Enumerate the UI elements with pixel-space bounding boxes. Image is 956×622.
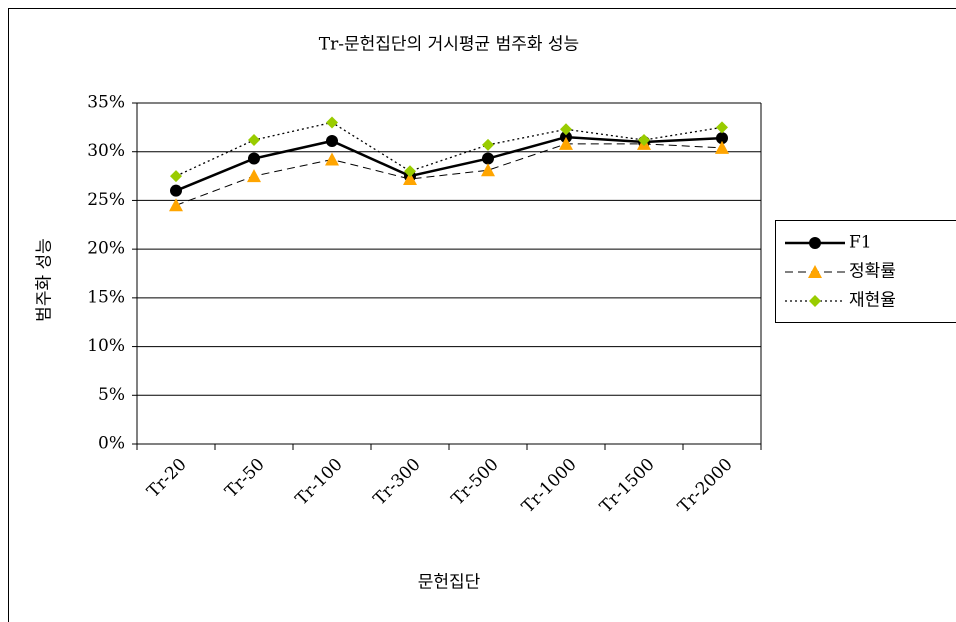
x-tick-label: Tr-300 (370, 455, 425, 510)
x-tick-label: Tr-1500 (596, 455, 659, 518)
y-tick-label: 0% (98, 434, 125, 454)
y-axis-label: 범주화 성능 (35, 238, 55, 322)
point (326, 116, 338, 129)
y-tick-label: 25% (87, 190, 125, 210)
x-tick-label: Tr-20 (143, 455, 190, 502)
series-line (175, 135, 723, 192)
point (716, 132, 728, 145)
x-tick-label: Tr-500 (448, 455, 503, 510)
y-tick-label: 20% (87, 239, 125, 259)
y-tick-label: 10% (87, 336, 125, 356)
y-tick-label: 15% (87, 287, 125, 307)
x-tick-label: Tr-100 (292, 455, 347, 510)
point (715, 140, 729, 154)
point (326, 134, 338, 147)
point (809, 295, 821, 307)
chart-frame (8, 8, 956, 622)
point (482, 138, 494, 151)
legend-label: F1 (849, 233, 872, 253)
chart-title: Tr-문헌집단의 거시평균 범주화 성능 (319, 35, 579, 55)
point (170, 184, 182, 197)
point (809, 237, 821, 249)
y-tick-label: 30% (87, 141, 125, 161)
y-tick-label: 35% (87, 93, 125, 113)
point (638, 134, 650, 147)
point (170, 170, 182, 183)
point (325, 152, 339, 166)
point (404, 165, 416, 178)
x-tick-label: Tr-2000 (674, 455, 737, 518)
point (403, 171, 417, 185)
point (481, 163, 495, 177)
x-tick-label: Tr-1000 (518, 455, 581, 518)
x-axis-label: 문헌집단 (418, 573, 481, 593)
point (482, 152, 494, 165)
legend-label: 정확률 (849, 262, 896, 282)
point (248, 134, 260, 147)
series-line (175, 143, 723, 206)
y-tick-label: 5% (98, 385, 125, 405)
point (808, 265, 822, 278)
point (559, 136, 573, 150)
legend-label: 재현율 (849, 291, 896, 311)
point (560, 123, 572, 136)
point (247, 169, 261, 183)
x-tick-label: Tr-50 (221, 455, 268, 502)
series-line (175, 121, 723, 177)
point (716, 121, 728, 134)
point (169, 198, 183, 212)
point (248, 152, 260, 165)
